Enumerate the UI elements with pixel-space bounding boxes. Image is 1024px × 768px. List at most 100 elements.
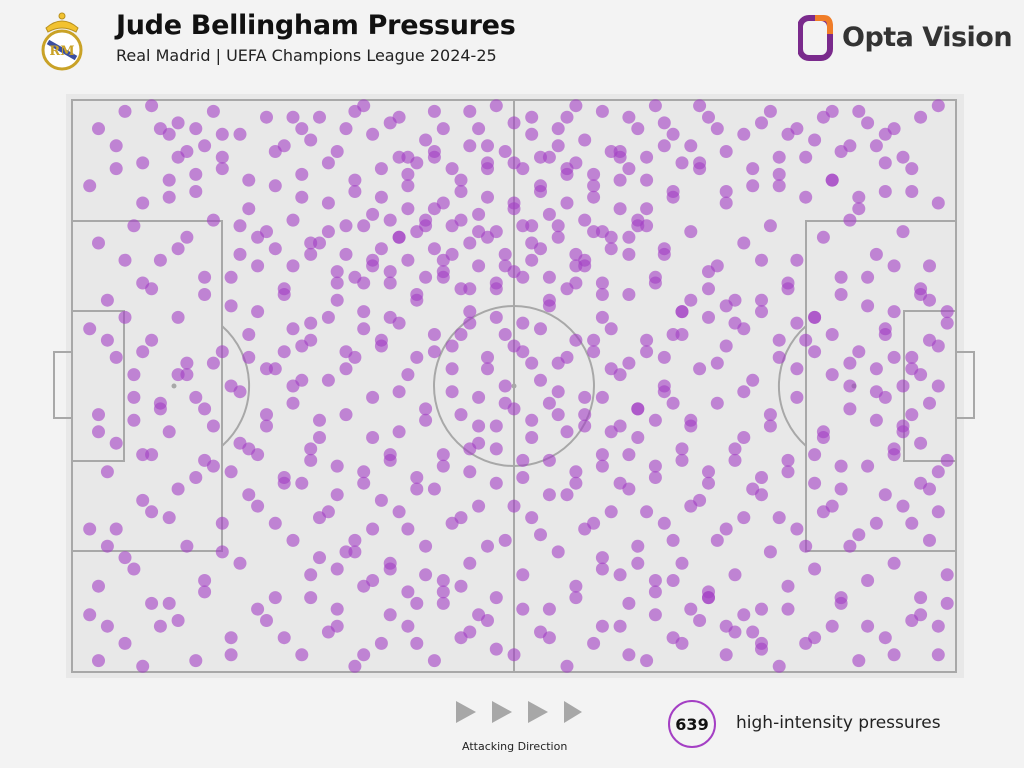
pressure-point-447	[136, 156, 150, 170]
pressure-point-192	[472, 419, 486, 433]
pressure-point-492	[516, 270, 530, 284]
pressure-point-563	[825, 499, 839, 513]
pressure-point-370	[419, 270, 433, 284]
pressure-point-144	[861, 270, 875, 284]
pressure-point-432	[419, 568, 433, 582]
pressure-point-91	[286, 259, 300, 273]
pressure-point-433	[436, 596, 450, 610]
pressure-point-307	[295, 648, 309, 662]
pressure-point-149	[145, 333, 159, 347]
opta-logo-icon	[798, 15, 833, 61]
pressure-point-380	[595, 276, 609, 290]
pressure-point-700	[145, 448, 159, 462]
pressure-point-78	[799, 190, 813, 204]
pressure-point-231	[702, 476, 715, 490]
pressure-point-76	[746, 179, 760, 193]
pressure-point-604	[472, 122, 486, 136]
pressure-point-459	[454, 173, 468, 187]
pressure-point-250	[392, 505, 406, 519]
pressure-point-373	[472, 259, 486, 273]
pressure-point-457	[401, 179, 415, 193]
pressure-point-600	[339, 122, 353, 136]
pressure-point-670	[268, 242, 282, 256]
pressure-point-357	[507, 202, 521, 216]
pressure-point-713	[940, 596, 954, 610]
pressure-point-89	[233, 247, 247, 261]
pressure-point-253	[472, 499, 486, 513]
pressure-point-39	[737, 127, 751, 141]
pressure-point-24	[463, 104, 477, 118]
pressure-point-479	[171, 242, 185, 256]
pressure-point-624	[357, 322, 371, 336]
pressure-point-599	[304, 133, 318, 147]
pressure-point-216	[304, 453, 318, 467]
pressure-point-35	[666, 127, 680, 141]
pressure-point-289	[622, 596, 636, 610]
pressure-point-395	[472, 390, 486, 404]
pressure-point-596	[887, 648, 901, 662]
pressure-point-224	[516, 453, 530, 467]
pressure-point-77	[772, 167, 786, 181]
pressure-point-237	[861, 459, 875, 473]
pressure-point-500	[728, 293, 742, 307]
pressure-point-634	[534, 322, 547, 336]
pressure-point-341	[551, 139, 565, 153]
pressure-point-404	[631, 402, 645, 416]
pressure-point-401	[578, 408, 592, 422]
pressure-point-424	[825, 328, 839, 341]
pressure-point-325	[772, 659, 786, 673]
pressure-point-527	[631, 431, 645, 444]
pressure-point-465	[613, 150, 627, 164]
pressure-point-121	[251, 305, 265, 319]
pressure-point-38	[719, 145, 733, 158]
pressure-point-152	[242, 328, 256, 341]
pressure-point-347	[657, 139, 671, 153]
pressure-point-504	[834, 270, 848, 284]
pressure-point-309	[348, 659, 362, 673]
pressure-point-248	[339, 545, 353, 559]
pressure-point-303	[153, 619, 167, 633]
pressure-point-331	[931, 648, 945, 662]
pressure-point-693	[83, 322, 97, 336]
pressure-point-227	[595, 448, 609, 462]
pressure-point-114	[896, 225, 910, 239]
pressure-point-50	[931, 99, 945, 113]
pressure-point-531	[737, 385, 751, 399]
pressure-point-55	[189, 185, 203, 198]
pressure-point-10	[215, 150, 229, 164]
pressure-point-408	[260, 362, 273, 376]
pressure-point-275	[233, 556, 247, 570]
pressure-point-669	[251, 230, 265, 244]
pressure-point-530	[710, 356, 724, 370]
pressure-point-552	[534, 528, 547, 542]
brand-name: Opta Vision	[842, 22, 1013, 53]
pressure-point-320	[640, 654, 654, 668]
pressure-point-545	[348, 533, 362, 547]
pressure-point-396	[489, 419, 503, 433]
pressure-point-298	[861, 574, 875, 587]
pressure-point-567	[931, 505, 945, 519]
pressure-point-481	[224, 299, 238, 313]
pressure-point-256	[551, 545, 565, 559]
pressure-point-612	[710, 122, 724, 136]
pressure-point-70	[587, 190, 601, 204]
pressure-point-609	[622, 110, 636, 124]
pressure-point-220	[410, 482, 424, 496]
pressure-point-389	[914, 436, 928, 450]
pressure-point-630	[463, 316, 477, 330]
chart-subtitle: Real Madrid | UEFA Champions League 2024…	[116, 46, 497, 65]
pressure-point-667	[834, 459, 848, 473]
pressure-point-506	[887, 259, 901, 273]
pressure-point-625	[374, 339, 388, 353]
pressure-point-484	[304, 247, 318, 261]
pressure-point-571	[224, 648, 238, 662]
pressure-point-54	[162, 173, 176, 187]
pressure-point-265	[790, 522, 804, 536]
pressure-point-708	[83, 608, 97, 622]
pressure-point-564	[852, 528, 866, 542]
pressure-point-635	[551, 356, 565, 370]
pressure-point-620	[286, 322, 300, 336]
pressure-point-312	[427, 654, 441, 668]
pressure-point-526	[604, 362, 618, 376]
pressure-point-140	[755, 293, 768, 307]
